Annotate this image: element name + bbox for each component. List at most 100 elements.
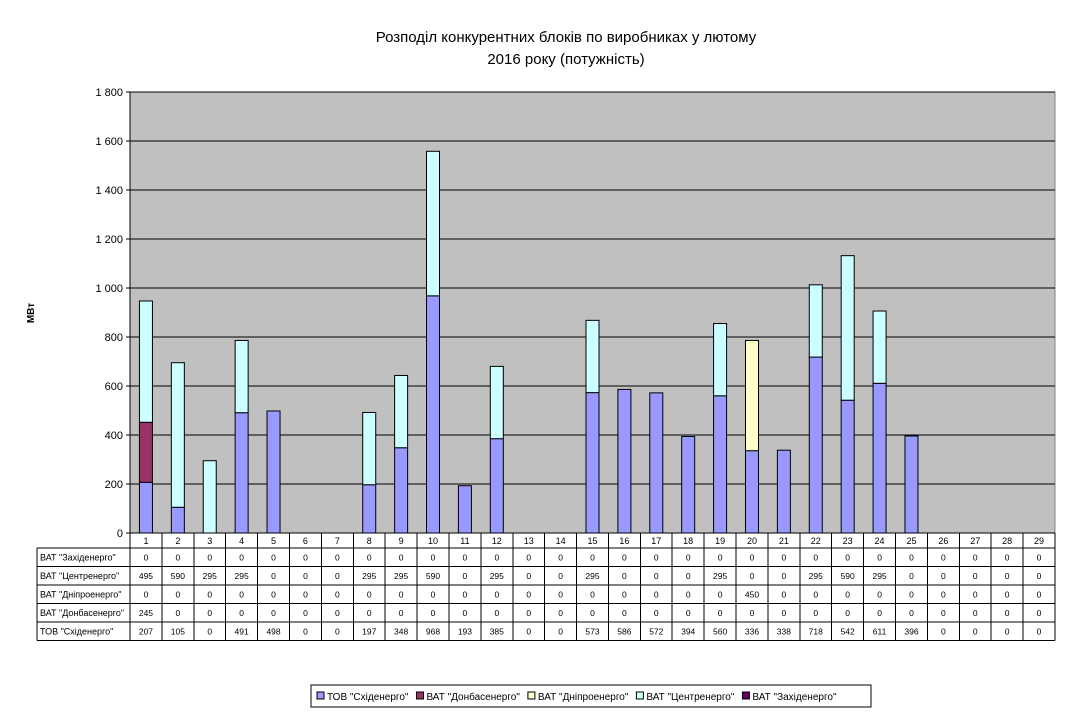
table-cell: 0 — [335, 608, 340, 618]
y-tick-label: 1 600 — [95, 136, 123, 148]
table-cell: 295 — [585, 571, 599, 581]
table-cell: 207 — [139, 626, 153, 636]
table-cell: 396 — [904, 626, 918, 636]
table-cell: 0 — [909, 571, 914, 581]
table-cell: 0 — [813, 608, 818, 618]
legend-swatch — [741, 691, 750, 700]
bar-segment — [489, 438, 504, 534]
bar-segment — [776, 449, 791, 534]
category-label: 25 — [906, 536, 916, 546]
bar-segment — [649, 392, 664, 534]
table-cell: 394 — [681, 626, 695, 636]
bar-segment — [808, 356, 823, 534]
table-cell: 0 — [144, 589, 149, 599]
table-cell: 0 — [750, 552, 755, 562]
table-cell: 0 — [399, 589, 404, 599]
category-label: 13 — [524, 536, 534, 546]
bar-segment — [872, 310, 887, 384]
table-cell: 0 — [750, 608, 755, 618]
table-cell: 0 — [494, 552, 499, 562]
legend-swatch — [415, 691, 424, 700]
table-cell: 295 — [362, 571, 376, 581]
legend-swatch — [635, 691, 644, 700]
table-cell: 0 — [335, 571, 340, 581]
table-cell: 0 — [622, 589, 627, 599]
y-axis: 0 200 400 600 800 1 000 1 200 1 400 1 600 1 800 — [95, 87, 131, 540]
bar-segment — [585, 319, 600, 394]
table-cell: 0 — [239, 589, 244, 599]
bar-segment — [138, 421, 153, 483]
table-series-label: ВАТ "Центренерго" — [40, 571, 119, 581]
table-cell: 0 — [973, 608, 978, 618]
table-cell: 0 — [782, 571, 787, 581]
table-cell: 0 — [686, 589, 691, 599]
table-cell: 0 — [463, 571, 468, 581]
table-cell: 0 — [1037, 552, 1042, 562]
table-cell: 0 — [654, 552, 659, 562]
table-cell: 0 — [399, 608, 404, 618]
table-cell: 0 — [845, 608, 850, 618]
table-cell: 0 — [1005, 552, 1010, 562]
bar-segment — [872, 382, 887, 534]
table-cell: 0 — [877, 589, 882, 599]
legend-swatch — [527, 691, 536, 700]
category-label: 16 — [619, 536, 629, 546]
table-cell: 0 — [1037, 589, 1042, 599]
bar-segment — [840, 399, 855, 534]
bar-segment — [426, 150, 441, 297]
legend-label: ВАТ "Центренерго" — [646, 692, 734, 703]
table-cell: 0 — [654, 571, 659, 581]
table-cell: 0 — [463, 589, 468, 599]
category-label: 17 — [651, 536, 661, 546]
table-cell: 0 — [207, 608, 212, 618]
plot-area — [129, 91, 1056, 534]
category-label: 22 — [811, 536, 821, 546]
table-cell: 542 — [841, 626, 855, 636]
table-cell: 0 — [463, 608, 468, 618]
table-cell: 0 — [654, 608, 659, 618]
category-label: 10 — [428, 536, 438, 546]
bar-segment — [394, 447, 409, 534]
category-label: 6 — [303, 536, 308, 546]
category-label: 11 — [460, 536, 469, 546]
table-cell: 0 — [654, 589, 659, 599]
table-series-label: ВАТ "Дніпроенерго" — [40, 589, 121, 599]
table-cell: 0 — [271, 608, 276, 618]
table-cell: 0 — [750, 571, 755, 581]
table-cell: 560 — [713, 626, 727, 636]
table-cell: 0 — [526, 552, 531, 562]
table-cell: 0 — [1005, 608, 1010, 618]
table-cell: 0 — [1037, 626, 1042, 636]
table-cell: 0 — [718, 608, 723, 618]
bar-segment — [362, 484, 377, 534]
category-label: 29 — [1034, 536, 1044, 546]
table-cell: 295 — [394, 571, 408, 581]
table-cell: 0 — [622, 552, 627, 562]
table-cell: 0 — [303, 552, 308, 562]
bar-segment — [904, 435, 919, 534]
table-series-label: ВАТ "Західенерго" — [40, 552, 116, 562]
table-cell: 0 — [973, 589, 978, 599]
bar-segment — [234, 339, 249, 414]
table-cell: 0 — [1005, 589, 1010, 599]
bar-segment — [681, 435, 696, 534]
table-cell: 0 — [941, 608, 946, 618]
table-cell: 0 — [973, 626, 978, 636]
table-cell: 0 — [558, 589, 563, 599]
category-label: 24 — [875, 536, 885, 546]
legend-label: ВАТ "Донбасенерго" — [426, 691, 520, 703]
table-cell: 0 — [463, 552, 468, 562]
y-tick-label: 800 — [105, 332, 123, 344]
table-cell: 0 — [303, 589, 308, 599]
category-label: 15 — [587, 536, 597, 546]
table-cell: 0 — [941, 626, 946, 636]
table-cell: 295 — [203, 571, 217, 581]
table-cell: 0 — [813, 589, 818, 599]
table-cell: 197 — [362, 626, 376, 636]
table-cell: 0 — [367, 552, 372, 562]
table-cell: 0 — [558, 552, 563, 562]
table-cell: 0 — [558, 626, 563, 636]
y-tick-label: 0 — [117, 528, 123, 540]
category-label: 27 — [970, 536, 980, 546]
table-cell: 0 — [941, 589, 946, 599]
